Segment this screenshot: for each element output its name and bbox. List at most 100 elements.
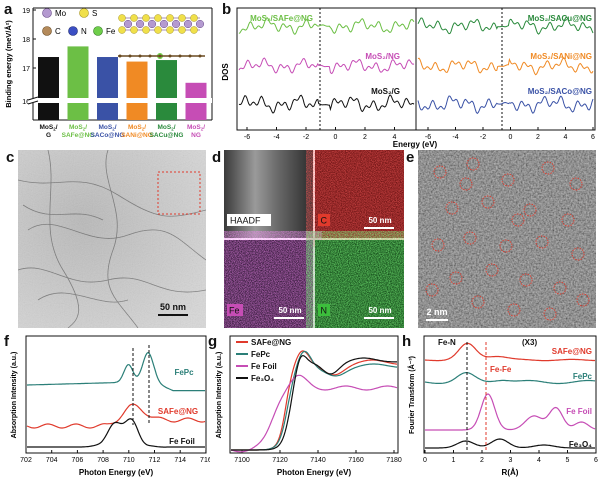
panel-a-chart: 19 18 17 16 Binding energy (meV/Å²) Mo S…	[4, 7, 213, 139]
h-tick-6: 6	[594, 457, 598, 464]
a-tick-17: 17	[22, 66, 30, 73]
panel-h-chart: Fourier Transform (Å⁻³) R(Å) 0 1 2 3 4 5 6 Fe-…	[407, 335, 598, 477]
b-tick-left-3: 0	[334, 134, 338, 141]
g-tick-2: 7140	[310, 457, 326, 464]
f-curve-fefoil	[27, 418, 205, 448]
b-tick-left-0: -6	[244, 134, 250, 141]
s-atom	[166, 26, 174, 34]
atom-marker-22	[425, 283, 439, 297]
panel-f-chart: Absorption Intensity (a.u.) Photon Energ…	[11, 335, 210, 477]
a-ylabel: Binding energy (meV/Å²)	[4, 20, 13, 108]
d-c-label: C	[321, 216, 328, 226]
f-tick-7: 716	[200, 457, 210, 464]
d-scale1: 50 nm	[368, 216, 391, 225]
mo-atom	[159, 19, 169, 29]
atom-marker-18	[471, 295, 485, 309]
zoom-region-box	[157, 171, 201, 215]
panel-g-chart: Absorption Intensity (a.u.) Photon Energ…	[216, 335, 402, 477]
d-scale2: 50 nm	[278, 306, 301, 315]
h-ann-x3: (X3)	[522, 338, 537, 347]
s-atom	[130, 26, 138, 34]
h-label-fepc: FePc	[573, 372, 593, 381]
atom-marker-19	[507, 303, 521, 317]
atom-marker-2	[501, 173, 515, 187]
atom-marker-0	[433, 165, 447, 179]
a-xlabel-4: MoS2/	[157, 124, 175, 132]
s-atom	[142, 26, 150, 34]
g-ylabel: Absorption Intensity (a.u.)	[216, 352, 223, 439]
s-atom	[190, 26, 198, 34]
atom-marker-24	[459, 177, 473, 191]
d-fe-label: Fe	[229, 306, 240, 316]
legend-n: N	[81, 27, 87, 36]
legend-c: C	[55, 27, 61, 36]
bar-mos2-saco-ng	[97, 57, 118, 120]
atom-marker-12	[535, 235, 549, 249]
panel-label-f: f	[4, 333, 9, 350]
panel-a-legend: Mo S C N Fe	[42, 8, 116, 36]
b-label-sani: MoS₂/SANi@NG	[530, 52, 592, 61]
legend-s: S	[92, 9, 97, 18]
panel-a-yticks: 19 18 17 16	[22, 8, 36, 106]
mo-atom	[183, 19, 193, 29]
panel-e-haadf-image: 2 nm	[418, 150, 596, 328]
mo-atom-icon	[42, 8, 52, 18]
b-label-safe: MoS₂/SAFe@NG	[250, 14, 313, 23]
g-legend-3: Fe₃O₄	[251, 374, 274, 383]
h-ann-fefe: Fe-Fe	[490, 365, 512, 374]
panel-label-g: g	[208, 333, 218, 350]
f-tick-5: 712	[149, 457, 161, 464]
bar-break	[34, 98, 212, 103]
h-curve-fepc	[424, 372, 596, 385]
b-tick-right-0: -6	[425, 134, 431, 141]
mo-atom	[195, 19, 205, 29]
d-haadf-label: HAADF	[230, 216, 261, 226]
h-tick-2: 2	[480, 457, 484, 464]
h-ann-fen: Fe-N	[438, 338, 456, 347]
h-curve-fe3o4	[425, 438, 595, 449]
d-n-label: N	[321, 306, 328, 316]
g-legend-0: SAFe@NG	[251, 338, 291, 347]
s-atom	[166, 14, 174, 22]
panel-label-h: h	[402, 333, 412, 350]
atom-marker-5	[445, 201, 459, 215]
dos-sacu-ng	[417, 16, 594, 35]
atom-marker-4	[569, 177, 583, 191]
f-label-fefoil: Fe Foil	[169, 437, 195, 446]
fe-label-bg	[227, 304, 243, 316]
b-label-saco: MoS₂/SACo@NG	[528, 87, 592, 96]
f-xlabel: Photon Energy (eV)	[79, 468, 154, 477]
mo-atom	[171, 19, 181, 29]
h-tick-0: 0	[423, 457, 427, 464]
panel-d-eds-maps: HAADF C Fe N 50 nm 50 nm 50 nm	[224, 150, 404, 328]
b-tick-right-3: 0	[509, 134, 513, 141]
b-tick-right-5: 4	[564, 134, 568, 141]
c-label-bg	[318, 214, 330, 226]
e-scalebar: 2 nm	[426, 307, 447, 317]
g-tick-0: 7100	[234, 457, 250, 464]
b-ylabel: DOS	[221, 63, 230, 81]
dos-ng	[238, 57, 415, 75]
d-scale3: 50 nm	[368, 306, 391, 315]
a-xlabel-0: MoS2/	[39, 124, 57, 132]
a-xlabel-sub-4: SACu@NG	[150, 132, 184, 139]
b-tick-right-6: 6	[591, 134, 595, 141]
atom-marker-15	[485, 263, 499, 277]
n-label-bg	[318, 304, 330, 316]
bar-mos2-sani-ng	[126, 61, 148, 120]
h-tick-4: 4	[537, 457, 541, 464]
f-tick-0: 702	[20, 457, 32, 464]
h-curve-safe	[424, 342, 595, 362]
s-atom	[130, 14, 138, 22]
g-curve-fefoil	[230, 374, 398, 453]
g-legend-1: FePc	[251, 350, 271, 359]
s-atom-icon	[79, 8, 89, 18]
s-atom	[178, 26, 186, 34]
f-tick-2: 706	[72, 457, 84, 464]
h-label-fefoil: Fe Foil	[566, 407, 592, 416]
a-xlabel-sub-5: NG	[191, 132, 201, 139]
bar-mos2-safe-ng	[67, 46, 89, 120]
f-label-safe: SAFe@NG	[158, 407, 198, 416]
mo-atom	[147, 19, 157, 29]
atom-marker-23	[511, 213, 525, 227]
